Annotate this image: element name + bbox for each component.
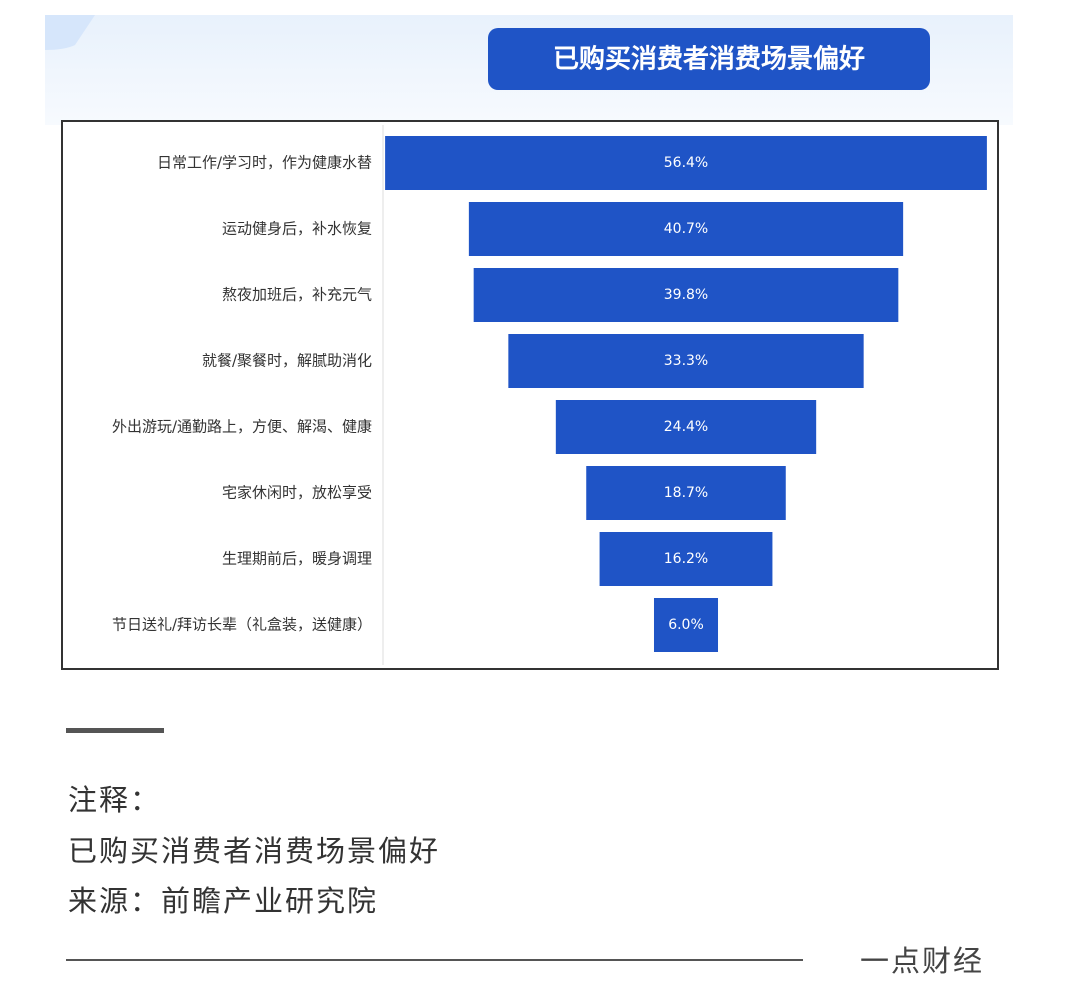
value-label: 56.4% [664,155,708,171]
value-label: 39.8% [664,287,708,303]
category-label: 外出游玩/通勤路上，方便、解渴、健康 [112,418,372,436]
bar [473,268,899,322]
value-label: 6.0% [668,617,704,633]
category-label: 日常工作/学习时，作为健康水替 [157,154,372,172]
category-label: 生理期前后，暖身调理 [222,550,372,568]
category-label: 节日送礼/拜访长辈（礼盒装，送健康） [112,616,372,634]
category-label: 宅家休闲时，放松享受 [222,484,372,502]
bar [599,532,773,586]
rule [66,959,803,961]
value-label: 18.7% [664,485,708,501]
bar [385,136,987,190]
bar [653,598,719,652]
category-label: 运动健身后，补水恢复 [222,220,372,238]
corner-deco [45,15,95,50]
chart: 已购买消费者消费场景偏好 日常工作/学习时，作为健康水替 56.4% 运动健身后，补… [45,15,1013,670]
chart-title: 已购买消费者消费场景偏好 [553,44,865,75]
note-label: 注释： [68,783,162,817]
value-label: 33.3% [664,353,708,369]
source: 来源：前瞻产业研究院 [68,884,379,918]
value-label: 24.4% [664,419,708,435]
bar [508,334,864,388]
value-label: 16.2% [664,551,708,567]
bar [586,466,786,520]
title-box [488,28,930,90]
bar [555,400,817,454]
bar [468,202,904,256]
rule [66,728,164,733]
value-label: 40.7% [664,221,708,237]
category-label: 就餐/聚餐时，解腻助消化 [202,352,372,370]
note: 已购买消费者消费场景偏好 [68,834,441,868]
category-label: 熬夜加班后，补充元气 [222,286,372,304]
brand: 一点财经 [860,944,985,978]
